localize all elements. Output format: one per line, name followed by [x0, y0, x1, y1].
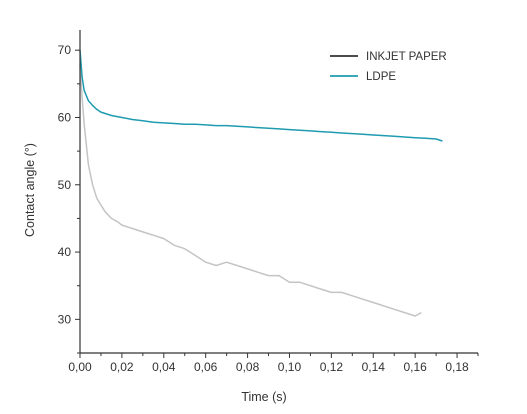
- x-tick-label: 0,18: [445, 360, 469, 374]
- x-tick-label: 0,12: [320, 360, 344, 374]
- x-tick-label: 0,08: [236, 360, 260, 374]
- y-tick-label: 70: [58, 43, 72, 57]
- x-tick-label: 0,02: [110, 360, 134, 374]
- x-tick-label: 0,06: [194, 360, 218, 374]
- x-tick-label: 0,14: [362, 360, 386, 374]
- series-line-0: [79, 63, 422, 317]
- series-line-1: [79, 50, 443, 142]
- axes-group: [79, 30, 478, 354]
- x-axis-title: Time (s): [241, 390, 286, 404]
- y-ticks-group: 30 40 50 60 70: [58, 43, 80, 354]
- x-tick-label: 0,00: [68, 360, 92, 374]
- y-tick-label: 60: [58, 110, 72, 124]
- x-tick-label: 0,10: [278, 360, 302, 374]
- y-tick-label: 40: [58, 245, 72, 259]
- legend: INKJET PAPER LDPE: [330, 51, 447, 83]
- x-tick-label: 0,16: [403, 360, 427, 374]
- y-tick-label: 30: [58, 312, 72, 326]
- plot-series-group: [79, 50, 443, 317]
- x-tick-label: 0,04: [152, 360, 176, 374]
- x-ticks-group: 0,00 0,02 0,04 0,06 0,08 0,10 0,12 0,14 0,16 0,18: [68, 353, 479, 374]
- y-axis-title: Contact angle (°): [23, 143, 37, 237]
- legend-label-0: INKJET PAPER: [366, 51, 447, 63]
- legend-label-1: LDPE: [366, 71, 396, 83]
- y-tick-label: 50: [58, 178, 72, 192]
